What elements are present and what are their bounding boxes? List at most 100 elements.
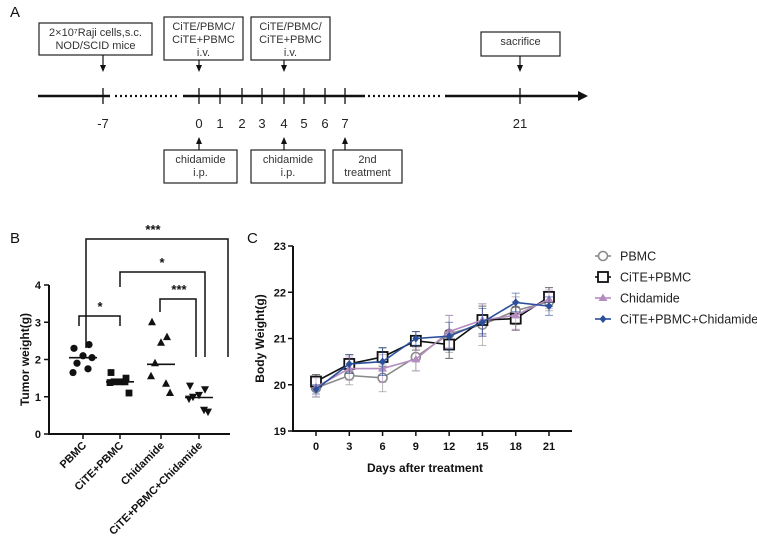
- x-tick-label: 18: [510, 441, 522, 453]
- timeline-day-label: 3: [258, 116, 265, 131]
- significance-bracket: [159, 298, 197, 357]
- event-box-text: NOD/SCID mice: [55, 40, 135, 52]
- event-box-text: CiTE/PBMC/: [172, 21, 235, 33]
- treatment-box: [332, 149, 403, 184]
- y-tick-label: 20: [274, 380, 286, 392]
- data-point-diamond: [312, 385, 320, 394]
- data-point-square: [116, 378, 124, 386]
- x-tick-label: 0: [313, 441, 319, 453]
- timeline-day-label: 6: [321, 116, 328, 131]
- data-point-circle: [84, 365, 92, 373]
- treatment-box-text: treatment: [344, 167, 390, 179]
- series-cite-pbmc-chidamide: [312, 292, 553, 395]
- data-point-square: [122, 374, 130, 382]
- timeline-arrowhead-icon: [578, 91, 588, 101]
- data-point-square: [107, 369, 115, 376]
- event-box-text: CiTE+PBMC: [172, 34, 235, 46]
- significance-bracket: [119, 271, 206, 357]
- event-box-text: 2×10⁷Raji cells,s.c.: [49, 27, 142, 39]
- data-point-circle: [70, 344, 78, 352]
- data-point-square: [110, 378, 118, 386]
- x-tick-label: 6: [380, 441, 386, 453]
- data-point-diamond: [545, 302, 553, 311]
- axes: [292, 246, 572, 432]
- legend-label: CiTE+PBMC+Chidamide: [620, 313, 757, 327]
- significance-label: ***: [171, 282, 187, 297]
- y-tick-label: 23: [274, 241, 286, 253]
- treatment-box: [163, 149, 238, 184]
- legend-marker-circle: [597, 250, 609, 262]
- x-tick-label: 9: [413, 441, 419, 453]
- data-point-square: [106, 379, 114, 386]
- timeline-day-label: 2: [238, 116, 245, 131]
- timeline-day-label: 5: [300, 116, 307, 131]
- arrow-down-icon: [196, 65, 202, 72]
- y-tick-label: 22: [274, 287, 286, 299]
- treatment-box: [250, 149, 326, 184]
- event-box-text: CiTE/PBMC/: [259, 21, 322, 33]
- legend-marker-diamond: [599, 315, 607, 323]
- x-axis-title: Days after treatment: [367, 461, 483, 475]
- y-axis-title: Tumor weight(g): [18, 313, 32, 406]
- legend-label: PBMC: [620, 250, 656, 264]
- significance-bracket: [78, 315, 121, 326]
- treatment-box-text: chidamide: [263, 154, 313, 166]
- data-point-circle: [85, 341, 93, 349]
- y-tick-label: 4: [35, 280, 42, 292]
- arrow-down-icon: [281, 65, 287, 72]
- data-point-diamond: [412, 334, 420, 343]
- legend-label: CiTE+PBMC: [620, 271, 691, 285]
- panel-a-label: A: [10, 4, 20, 21]
- legend-marker-square: [597, 271, 609, 283]
- treatment-box-text: chidamide: [175, 154, 225, 166]
- x-tick-label: 15: [476, 441, 488, 453]
- arrow-down-icon: [100, 65, 106, 72]
- data-point-diamond: [512, 298, 520, 307]
- arrow-down-icon: [517, 65, 523, 72]
- data-point-triangle-down: [185, 395, 193, 404]
- y-tick-label: 0: [35, 429, 41, 441]
- panel-c-label: C: [247, 230, 258, 247]
- y-tick-label: 19: [274, 426, 286, 438]
- data-point-triangle-down: [201, 386, 209, 394]
- data-point-diamond: [345, 359, 353, 368]
- event-box-text: i.v.: [197, 47, 210, 59]
- data-point-triangle: [511, 310, 521, 319]
- data-point-circle: [69, 368, 77, 377]
- legend-label: Chidamide: [620, 292, 680, 306]
- timeline-day-label: 0: [195, 116, 202, 131]
- significance-bracket: [85, 238, 229, 357]
- data-point-diamond: [379, 357, 387, 366]
- y-axis-title: Body Weight(g): [253, 294, 267, 382]
- event-box: [163, 16, 244, 61]
- data-point-triangle: [163, 332, 171, 341]
- data-point-triangle-down: [195, 391, 203, 400]
- x-tick-label: PBMC: [58, 440, 89, 471]
- legend-marker-triangle: [598, 293, 608, 301]
- x-tick-label: 3: [346, 441, 352, 453]
- y-tick-label: 3: [35, 317, 41, 329]
- treatment-box-text: 2nd: [358, 154, 376, 166]
- significance-label: *: [97, 299, 103, 314]
- treatment-box-text: i.p.: [281, 167, 296, 179]
- panel-b-label: B: [10, 230, 20, 247]
- timeline-day-label: 4: [280, 116, 287, 131]
- event-box: [250, 16, 331, 61]
- timeline-day-label: -7: [97, 116, 109, 131]
- data-point-triangle: [162, 379, 170, 387]
- data-point-triangle-down: [186, 382, 194, 391]
- data-point-circle: [88, 354, 96, 362]
- arrow-up-icon: [196, 137, 202, 144]
- event-box-text: i.v.: [284, 47, 297, 59]
- data-point-diamond: [445, 332, 453, 341]
- event-box-text: CiTE+PBMC: [259, 34, 322, 46]
- data-point-triangle: [157, 338, 165, 346]
- data-point-triangle-down: [204, 408, 212, 417]
- arrow-up-icon: [342, 137, 348, 144]
- data-point-diamond: [478, 318, 486, 327]
- timeline-day-label: 1: [216, 116, 223, 131]
- body-weight-chart: 19 20 21 22 23 0 3 6 9 12 15 18 21 Days after treatme…: [253, 241, 757, 475]
- data-point-circle: [79, 352, 87, 360]
- x-tick-label: 21: [543, 441, 555, 453]
